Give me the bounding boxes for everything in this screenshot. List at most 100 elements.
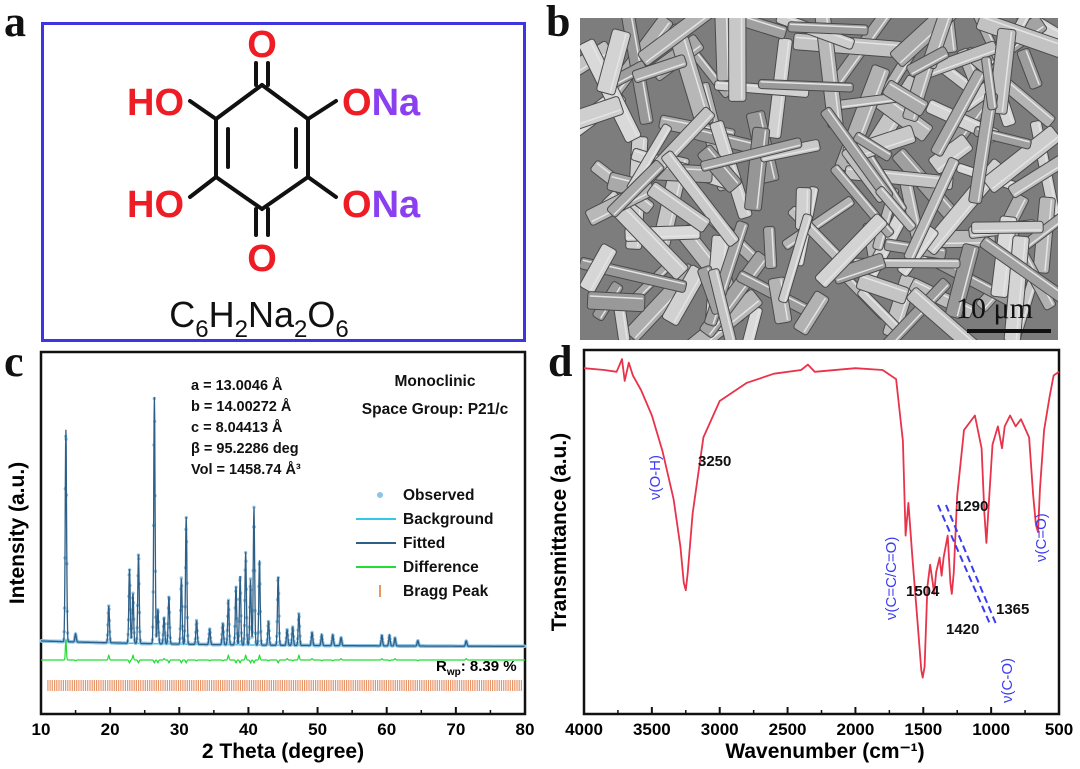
hydroxyl-top: HO [127,82,184,124]
molecular-formula: C6H2Na2O6 [169,294,348,339]
sem-rod-highlight [911,161,958,260]
sem-rod-highlight [706,18,785,31]
peak-label-1290: 1290 [955,498,988,515]
sem-rod-highlight [609,33,627,93]
xrd-series [39,396,527,691]
sem-rod-highlight [880,187,915,227]
sem-rod-highlight [1013,159,1058,196]
sem-rod [793,290,830,336]
x-tick-label: 60 [377,720,396,739]
x-tick-label: 50 [308,720,327,739]
scale-bar-label: 10 μm [956,292,1033,325]
panel-label-a: a [4,0,26,46]
sem-rods [580,18,1058,340]
x-axis-ticks: 10 20 30 40 50 60 70 80 [32,707,534,739]
sem-rod [875,185,917,232]
sem-rod [646,181,711,233]
sem-rod-highlight [673,272,704,323]
x-tick-label-d: 500 [1045,720,1073,739]
y-axis-label-d: Transmittance (a.u.) [548,433,571,631]
sem-rod [596,28,631,96]
panel-label-c: c [4,337,24,386]
legend-label: Observed [403,487,475,504]
x-tick-label: 10 [32,720,51,739]
sem-rod-highlight [1018,18,1058,44]
observed-point [179,576,183,580]
scale-bar [967,329,1051,333]
x-tick-label-d: 3500 [633,720,671,739]
sodium-oxide-top: ONa [342,82,421,124]
sem-rod-highlight [987,58,996,108]
sem-rod [631,54,688,84]
structure-panel: O O HO HO ONa ONa C6H2Na2O6 [41,22,526,343]
legend-label: Bragg Peak [403,583,489,600]
carbonyl-o-bottom: O [247,238,277,280]
sem-rod [882,80,929,117]
sodium-oxide-bottom: ONa [342,184,421,226]
peak-label-1365: 1365 [996,601,1029,618]
sem-rod-highlight [760,81,852,86]
x-axis-label: 2 Theta (degree) [202,740,364,763]
peak-label-1504: 1504 [906,583,940,600]
sem-rod-highlight [991,136,1058,190]
difference-line [41,639,525,664]
sem-rod-highlight [921,49,996,79]
sem-rod-highlight [790,23,867,29]
sem-rod-highlight [589,295,643,300]
sem-image: 10 μm [580,18,1058,340]
sem-rod-highlight [862,289,899,327]
sem-rod-highlight [981,18,1058,47]
sem-rod-highlight [911,54,948,75]
fitted-line [41,397,525,647]
sem-rod-highlight [823,221,885,285]
sem-rod [580,96,624,139]
lattice-volume: Vol = 1458.74 Å³ [191,461,301,478]
molecule-structure: O O HO HO ONa ONa C6H2Na2O6 [127,24,421,343]
rwp-label: Rwp: 8.39 % [436,658,517,678]
sem-rod [906,46,950,77]
panel-label-d: d [548,337,573,386]
ftir-series [583,358,1060,679]
crystal-system: Monoclinic [395,373,476,390]
sem-rod-highlight [668,152,737,241]
lattice-beta: β = 95.2286 deg [191,441,299,457]
sem-rod [606,160,665,218]
sem-rod-highlight [827,109,891,196]
lattice-c: c = 8.04413 Å [191,419,283,436]
sem-rod [945,243,980,319]
x-tick-label-d: 4000 [565,720,603,739]
sem-rod-highlight [889,83,926,106]
lattice-b: b = 14.00272 Å [191,398,292,415]
legend-label: Difference [403,559,479,576]
legend-marker [377,492,383,498]
sem-rod [979,236,1058,309]
sem-rod-highlight [613,166,663,216]
sem-rod-highlight [914,290,990,340]
sem-rod-highlight [771,228,775,267]
sem-rod-highlight [947,18,955,51]
peak-label-1420: 1420 [946,621,979,638]
sem-rod-highlight [654,184,708,224]
sem-rod-highlight [645,18,734,63]
sem-rod-highlight [1001,31,1013,113]
x-tick-label-d: 1500 [904,720,942,739]
sem-rod-highlight [762,147,819,160]
carbonyl-o-top: O [247,25,277,66]
sem-rod-highlight [1015,238,1026,340]
y-axis-label: Intensity (a.u.) [6,462,29,604]
sem-rod-highlight [1025,50,1040,85]
sem-rod [975,18,1058,59]
sem-rod-highlight [883,284,949,340]
x-tick-label: 20 [101,720,120,739]
x-axis-ticks-d: 4000 3500 3000 2500 2000 1500 1000 500 [565,707,1073,739]
sem-rod-highlight [832,98,902,109]
sem-rod [661,150,740,247]
sem-rod-highlight [973,229,1042,232]
sem-rod [876,277,951,340]
benzoquinone-ring [188,61,338,237]
assign-cc-co: ν(C=C/C=O) [883,537,900,620]
sem-rod [906,287,993,340]
x-tick-label: 70 [446,720,465,739]
observed-point [250,635,254,639]
assign-c-o-single: ν(C-O) [999,658,1016,703]
